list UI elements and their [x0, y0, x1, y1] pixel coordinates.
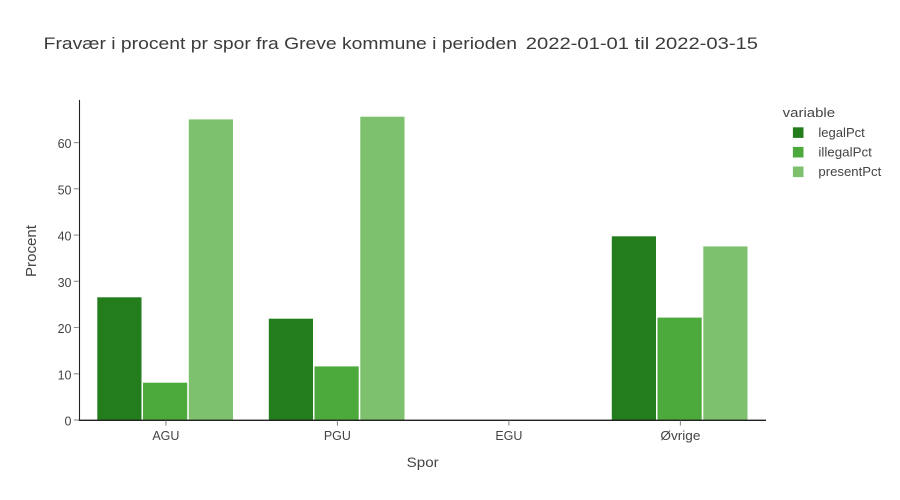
svg-text:variable: variable [783, 105, 835, 120]
svg-text:PGU: PGU [324, 429, 351, 443]
svg-text:presentPct: presentPct [818, 164, 881, 179]
svg-text:40: 40 [58, 230, 72, 244]
svg-text:Øvrige: Øvrige [660, 429, 700, 443]
svg-text:Spor: Spor [407, 454, 439, 470]
svg-text:AGU: AGU [152, 429, 179, 443]
svg-text:legalPct: legalPct [818, 125, 865, 140]
svg-text:20: 20 [58, 322, 72, 336]
svg-text:Fravær i procent pr spor fra G: Fravær i procent pr spor fra Greve kommu… [44, 34, 758, 53]
svg-text:50: 50 [58, 183, 72, 197]
svg-text:10: 10 [58, 368, 72, 382]
svg-text:illegalPct: illegalPct [818, 144, 872, 159]
svg-text:Procent: Procent [24, 225, 40, 277]
svg-text:EGU: EGU [495, 429, 522, 443]
svg-text:60: 60 [58, 137, 72, 151]
svg-text:30: 30 [58, 276, 72, 290]
svg-text:0: 0 [65, 415, 72, 429]
